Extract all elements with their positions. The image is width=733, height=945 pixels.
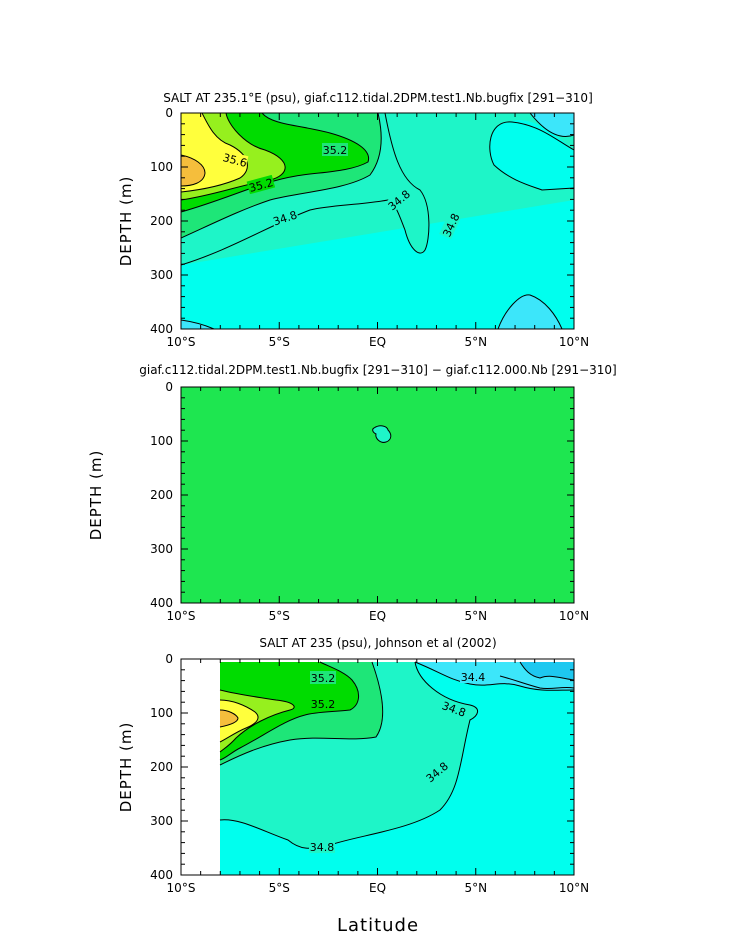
x-tick-label: EQ	[369, 609, 386, 623]
panel-observed-salinity: SALT AT 235 (psu), Johnson et al (2002)	[117, 636, 589, 895]
x-tick-label: 10°N	[559, 609, 589, 623]
contour-line	[414, 661, 574, 691]
y-tick-label: 0	[165, 380, 173, 394]
panel2-ylabel: DEPTH (m)	[87, 450, 105, 541]
region-34-6-34-8-lens	[495, 120, 574, 188]
region-34-4-34-6	[530, 113, 574, 137]
contour-line	[519, 661, 574, 681]
panel2-title: giaf.c112.tidal.2DPM.test1.Nb.bugfix [29…	[139, 363, 617, 377]
contour-label: 34.4	[461, 671, 486, 684]
panel2-axes: 10°S 5°S EQ 5°N 10°N 0 100 200 300 400	[150, 380, 589, 623]
x-tick-label: 10°S	[167, 335, 196, 349]
y-tick-label: 0	[165, 106, 173, 120]
contour-label: 35.2	[311, 698, 336, 711]
panel1-ylabel: DEPTH (m)	[117, 176, 135, 267]
contour-label: 35.2	[311, 672, 336, 685]
y-tick-label: 200	[150, 760, 173, 774]
panel-model-salinity: SALT AT 235.1°E (psu), giaf.c112.tidal.2…	[117, 91, 593, 349]
y-tick-label: 100	[150, 434, 173, 448]
region-35-6-35-8	[220, 700, 259, 742]
contour-label: 35.6	[221, 151, 248, 170]
x-tick-label: EQ	[369, 335, 386, 349]
contour-line	[497, 294, 563, 329]
contour-line	[499, 675, 574, 690]
region-34-4-34-6-corner	[181, 320, 214, 329]
panel1-title: SALT AT 235.1°E (psu), giaf.c112.tidal.2…	[163, 91, 593, 105]
contour-line	[181, 113, 382, 239]
contour-line	[181, 113, 286, 201]
x-tick-label: 10°N	[559, 335, 589, 349]
y-tick-label: 100	[150, 706, 173, 720]
x-tick-label: 5°S	[269, 881, 290, 895]
contour-label: 35.2	[248, 176, 275, 195]
x-tick-label: 10°S	[167, 881, 196, 895]
y-tick-label: 400	[150, 596, 173, 610]
x-axis-label: Latitude	[337, 915, 419, 936]
x-tick-label: 5°N	[464, 609, 487, 623]
contour-line	[219, 661, 478, 849]
panel1-contour-labels: 35.6 35.2 35.2 34.8 34.8 34.8	[221, 143, 463, 240]
region-zero-difference	[181, 387, 574, 603]
x-tick-label: 10°S	[167, 609, 196, 623]
panel3-ylabel: DEPTH (m)	[117, 722, 135, 813]
contour-line	[219, 699, 259, 743]
contour-line	[181, 154, 206, 187]
x-tick-label: 10°N	[559, 881, 589, 895]
y-tick-label: 200	[150, 488, 173, 502]
contour-line	[219, 661, 359, 761]
contour-line	[181, 319, 215, 329]
region-35-2-35-4	[220, 662, 359, 760]
y-tick-label: 300	[150, 542, 173, 556]
panel3-contour-fill	[181, 659, 574, 875]
x-tick-label: 5°S	[269, 609, 290, 623]
panel3-axes: 10°S 5°S EQ 5°N 10°N 0 100 200 300 400	[150, 652, 589, 895]
contour-line	[489, 121, 574, 191]
y-tick-label: 300	[150, 268, 173, 282]
x-tick-label: 5°S	[269, 335, 290, 349]
panel2-contour-fill	[181, 387, 574, 603]
panel1-contour-fill	[181, 113, 574, 329]
y-tick-label: 0	[165, 652, 173, 666]
y-tick-label: 400	[150, 868, 173, 882]
contour-label: 34.8	[310, 841, 335, 854]
y-tick-label: 300	[150, 814, 173, 828]
y-tick-label: 100	[150, 160, 173, 174]
contour-label: 35.2	[323, 144, 348, 157]
y-tick-label: 200	[150, 214, 173, 228]
contour-line	[181, 113, 248, 193]
x-tick-label: EQ	[369, 881, 386, 895]
x-tick-label: 5°N	[464, 335, 487, 349]
contour-line	[219, 661, 384, 766]
x-tick-label: 5°N	[464, 881, 487, 895]
panel1-axes: 10°S 5°S EQ 5°N 10°N 0 100 200 300 400	[150, 106, 589, 349]
y-tick-label: 400	[150, 322, 173, 336]
panel-difference: giaf.c112.tidal.2DPM.test1.Nb.bugfix [29…	[87, 363, 617, 623]
contour-line	[219, 689, 295, 753]
contour-line	[219, 709, 239, 728]
contour-line	[529, 113, 574, 137]
region-negative-blob	[372, 425, 392, 443]
panel3-title: SALT AT 235 (psu), Johnson et al (2002)	[259, 636, 496, 650]
